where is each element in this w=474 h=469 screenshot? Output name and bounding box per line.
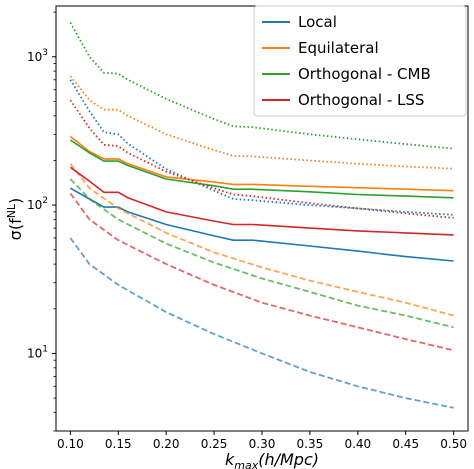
y-ticks: 101 102 103	[27, 11, 56, 432]
x-tick-label: 0.25	[201, 437, 228, 451]
series-local-solid	[70, 187, 454, 262]
x-tick-label: 0.20	[153, 437, 180, 451]
legend-label: Orthogonal - LSS	[298, 91, 424, 109]
y-axis-label: σ(fNL)	[5, 198, 25, 241]
series-orthogonal-lss-solid	[69, 166, 454, 236]
y-tick-label: 101	[27, 344, 48, 360]
y-tick-label: 102	[27, 196, 48, 212]
legend-items: Local Equilateral Orthogonal - CMB Orthogon…	[262, 13, 431, 109]
series-layer	[69, 22, 454, 409]
legend-label: Equilateral	[298, 39, 379, 57]
series-orthogonal-lss-dotted	[69, 99, 454, 219]
series-equilateral-solid	[69, 135, 454, 192]
x-tick-label: 0.35	[297, 437, 324, 451]
x-tick-label: 0.45	[392, 437, 419, 451]
legend-label: Local	[298, 13, 337, 31]
x-tick-label: 0.40	[344, 437, 371, 451]
series-orthogonal-cmb-dashed	[69, 178, 454, 329]
y-tick-label: 103	[27, 48, 48, 64]
series-local-dotted	[69, 79, 454, 216]
series-local-dashed	[69, 237, 454, 409]
series-equilateral-dashed	[69, 163, 454, 317]
x-tick-label: 0.30	[249, 437, 276, 451]
legend-box	[253, 5, 467, 117]
legend: Local Equilateral Orthogonal - CMB Orthogon…	[253, 5, 467, 117]
series-orthogonal-lss-dashed	[69, 192, 454, 352]
x-tick-label: 0.15	[105, 437, 132, 451]
series-orthogonal-cmb-solid	[69, 139, 454, 199]
x-tick-label: 0.10	[57, 437, 84, 451]
x-axis-label: kmax(h/Mpc)	[225, 450, 319, 469]
x-tick-label: 0.50	[440, 437, 467, 451]
x-ticks: 0.10 0.15 0.20 0.25 0.30 0.35 0.40 0.45 0.50	[57, 431, 467, 451]
series-orthogonal-cmb-dotted	[69, 22, 454, 150]
legend-label: Orthogonal - CMB	[298, 65, 431, 83]
